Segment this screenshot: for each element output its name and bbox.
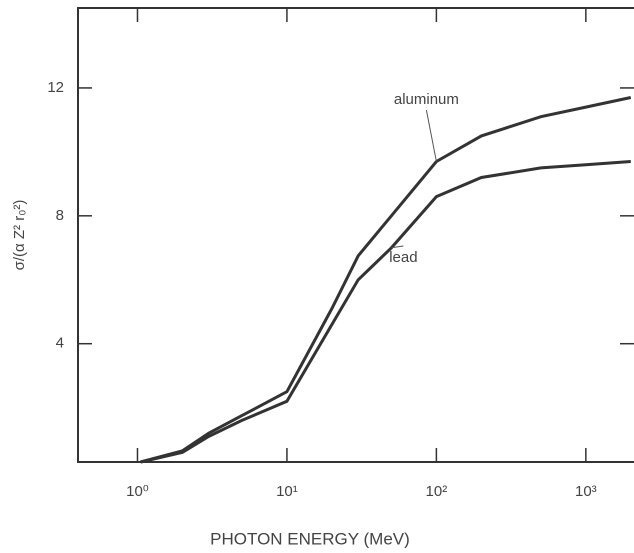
x-tick-label: 10¹ — [276, 483, 298, 500]
plot-frame — [78, 8, 634, 462]
y-axis-label: σ/(α Z² r₀²) — [11, 200, 28, 271]
curve — [141, 98, 631, 463]
curve — [141, 162, 631, 463]
y-tick-label: 4 — [56, 335, 64, 352]
x-tick-label: 10³ — [575, 483, 597, 500]
chart: σ/(α Z² r₀²) PHOTON ENERGY (MeV) 4 8 12 10⁰… — [0, 0, 634, 553]
y-tick-label: 8 — [56, 207, 64, 224]
x-axis-label: PHOTON ENERGY (MeV) — [210, 529, 410, 548]
series-label: aluminum — [394, 91, 459, 108]
x-tick-label: 10⁰ — [126, 483, 149, 500]
y-tick-label: 12 — [47, 79, 64, 96]
x-tick-label: 10² — [426, 483, 448, 500]
label-leader — [426, 110, 436, 161]
series-label: lead — [389, 249, 417, 266]
